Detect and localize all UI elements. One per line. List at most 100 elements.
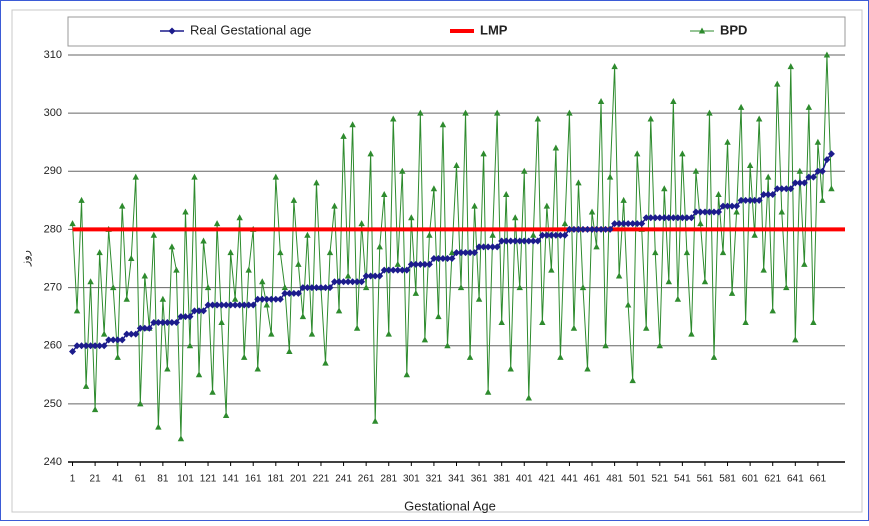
x-tick-label: 41 (112, 474, 124, 485)
data-point (417, 109, 424, 116)
data-point (335, 307, 343, 314)
data-point (796, 179, 804, 187)
data-point (191, 173, 198, 180)
data-point (182, 208, 189, 215)
data-point (660, 214, 668, 222)
data-point (439, 255, 447, 262)
data-point (552, 144, 560, 151)
data-point (254, 365, 261, 372)
data-point (674, 214, 682, 222)
data-point (579, 284, 587, 291)
data-point (466, 249, 474, 257)
data-point (344, 272, 352, 279)
data-point (511, 237, 519, 245)
data-point (119, 202, 126, 209)
data-point (800, 179, 808, 187)
data-point (633, 150, 641, 157)
data-point (769, 191, 777, 199)
data-point (584, 225, 592, 233)
data-point (669, 214, 677, 222)
data-point (263, 301, 270, 308)
data-point (764, 191, 772, 199)
data-point (570, 225, 578, 233)
data-point (155, 423, 162, 430)
data-point (809, 173, 817, 181)
data-point (195, 371, 203, 378)
data-point (123, 330, 131, 338)
x-tick-label: 321 (426, 474, 443, 485)
data-point (200, 307, 208, 315)
data-point (109, 284, 117, 291)
data-point (633, 220, 641, 228)
data-point (91, 406, 99, 413)
data-point (688, 330, 695, 337)
data-point (430, 185, 438, 192)
data-point (249, 301, 257, 309)
data-point (136, 324, 144, 332)
data-point (272, 173, 280, 180)
data-point (322, 359, 329, 366)
data-point (209, 301, 217, 309)
data-point (362, 284, 370, 291)
data-point (643, 324, 650, 331)
data-point (507, 237, 515, 245)
data-point (312, 284, 320, 292)
data-point (520, 237, 528, 245)
data-point (801, 260, 808, 267)
data-point (724, 138, 731, 145)
data-point (742, 318, 749, 325)
data-point (96, 342, 104, 350)
data-point (823, 156, 831, 164)
y-tick-label: 270 (44, 281, 62, 293)
data-point (82, 342, 90, 350)
data-point (471, 202, 478, 209)
data-point (213, 301, 221, 309)
data-point (236, 214, 243, 221)
data-point (548, 266, 555, 273)
data-point (114, 353, 121, 360)
data-point (760, 266, 767, 273)
data-point (697, 220, 704, 227)
data-point (642, 214, 650, 222)
data-point (480, 150, 487, 157)
data-point (651, 214, 659, 222)
data-point (195, 307, 203, 315)
data-point (227, 249, 234, 256)
data-point (683, 214, 691, 222)
data-point (259, 278, 266, 285)
data-point (765, 173, 772, 180)
data-point (263, 295, 271, 303)
data-point (412, 260, 420, 268)
data-point (561, 220, 569, 227)
data-point (624, 301, 632, 308)
data-point (73, 307, 81, 314)
data-point (656, 342, 663, 349)
data-point (299, 313, 307, 320)
y-tick-label: 290 (44, 165, 62, 177)
data-point (376, 272, 384, 280)
data-point (746, 196, 754, 204)
data-point (430, 255, 438, 262)
data-point (778, 185, 786, 193)
data-point (543, 231, 551, 239)
data-point (132, 173, 139, 180)
data-point (123, 295, 130, 302)
data-point (593, 225, 601, 233)
data-point (326, 284, 334, 292)
data-point (100, 342, 108, 350)
data-point (674, 295, 682, 302)
data-point (530, 231, 537, 238)
data-point (719, 202, 727, 210)
data-point (661, 185, 668, 192)
data-point (367, 150, 374, 157)
data-point (168, 243, 176, 250)
x-axis-label: Gestational Age (404, 498, 496, 513)
data-point (620, 196, 627, 203)
data-point (498, 318, 505, 325)
data-point (715, 191, 722, 198)
data-point (295, 260, 302, 267)
legend-marker (698, 27, 706, 34)
data-point (760, 191, 768, 199)
data-point (435, 313, 442, 320)
